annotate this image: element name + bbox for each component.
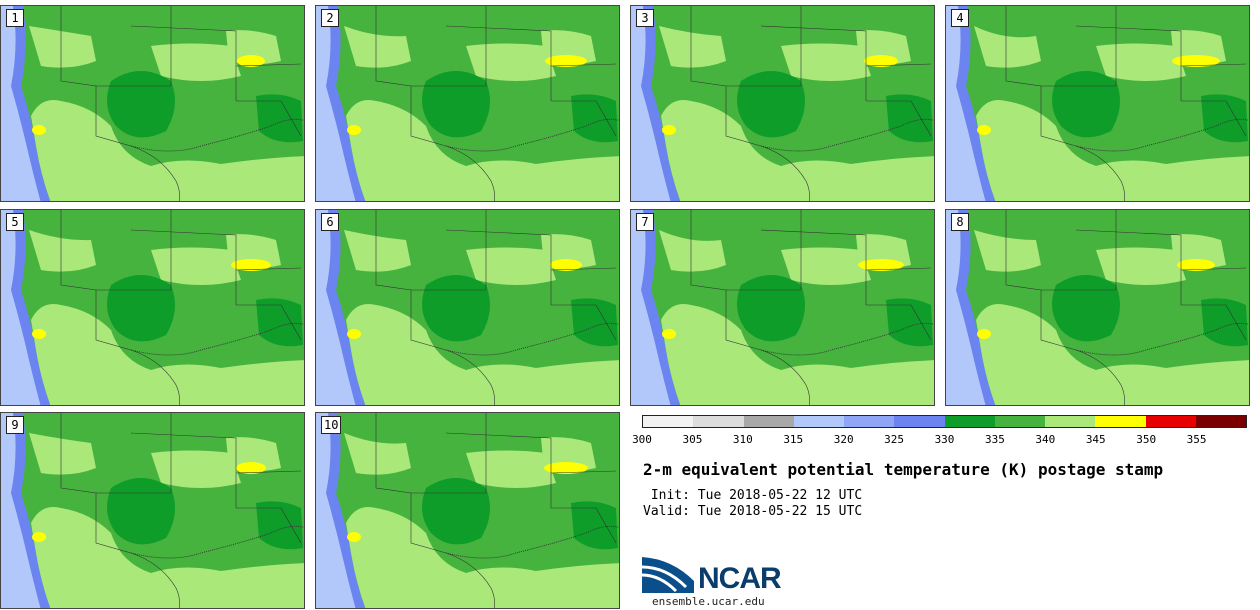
colorbar-tick-label: 345	[1085, 433, 1106, 446]
init-time: Init: Tue 2018-05-22 12 UTC	[643, 488, 863, 503]
member-number-label: 7	[636, 213, 654, 231]
website-url: ensemble.ucar.edu	[652, 595, 765, 608]
colorbar-tick-label: 310	[732, 433, 753, 446]
colorbar-segment	[1145, 416, 1196, 427]
colorbar-segment	[844, 416, 895, 427]
colorbar-segment	[894, 416, 945, 427]
colorbar-segment	[793, 416, 844, 427]
colorbar	[642, 415, 1247, 428]
ncar-logo-text: NCAR	[698, 562, 782, 595]
stamp-panel-6: 6	[315, 209, 620, 406]
colorbar-segment	[743, 416, 794, 427]
member-map	[631, 6, 934, 201]
member-map	[1, 210, 304, 405]
colorbar-tick-label: 305	[682, 433, 703, 446]
colorbar-segment	[994, 416, 1045, 427]
member-number-label: 8	[951, 213, 969, 231]
member-map	[316, 413, 619, 608]
member-map	[946, 210, 1249, 405]
stamp-panel-3: 3	[630, 5, 935, 202]
stamp-panel-2: 2	[315, 5, 620, 202]
colorbar-tick-label: 330	[934, 433, 955, 446]
member-number-label: 5	[6, 213, 24, 231]
colorbar-segment	[1045, 416, 1096, 427]
colorbar-tick-label: 340	[1035, 433, 1056, 446]
member-map	[316, 6, 619, 201]
colorbar-tick-label: 335	[984, 433, 1005, 446]
member-number-label: 4	[951, 9, 969, 27]
stamp-panel-5: 5	[0, 209, 305, 406]
member-map	[1, 413, 304, 608]
member-number-label: 10	[321, 416, 342, 434]
stamp-panel-9: 9	[0, 412, 305, 609]
member-number-label: 3	[636, 9, 654, 27]
member-map	[316, 210, 619, 405]
colorbar-segment	[1095, 416, 1146, 427]
valid-time: Valid: Tue 2018-05-22 15 UTC	[643, 504, 863, 519]
member-number-label: 2	[321, 9, 339, 27]
stamp-panel-8: 8	[945, 209, 1250, 406]
member-number-label: 6	[321, 213, 339, 231]
stamp-panel-7: 7	[630, 209, 935, 406]
colorbar-tick-label: 350	[1136, 433, 1157, 446]
member-map	[631, 210, 934, 405]
member-map	[1, 6, 304, 201]
colorbar-segment	[944, 416, 995, 427]
colorbar-segment	[693, 416, 744, 427]
plot-title: 2-m equivalent potential temperature (K)…	[643, 460, 1164, 479]
colorbar-tick-label: 320	[833, 433, 854, 446]
member-number-label: 1	[6, 9, 24, 27]
stamp-panel-1: 1	[0, 5, 305, 202]
colorbar-segment	[1195, 416, 1246, 427]
member-number-label: 9	[6, 416, 24, 434]
colorbar-tick-label: 325	[884, 433, 905, 446]
ncar-logo-icon	[642, 557, 694, 593]
colorbar-tick-label: 355	[1186, 433, 1207, 446]
colorbar-segment	[643, 416, 694, 427]
stamp-panel-4: 4	[945, 5, 1250, 202]
colorbar-tick-label: 315	[783, 433, 804, 446]
member-map	[946, 6, 1249, 201]
stamp-panel-10: 10	[315, 412, 620, 609]
colorbar-tick-label: 300	[632, 433, 652, 446]
